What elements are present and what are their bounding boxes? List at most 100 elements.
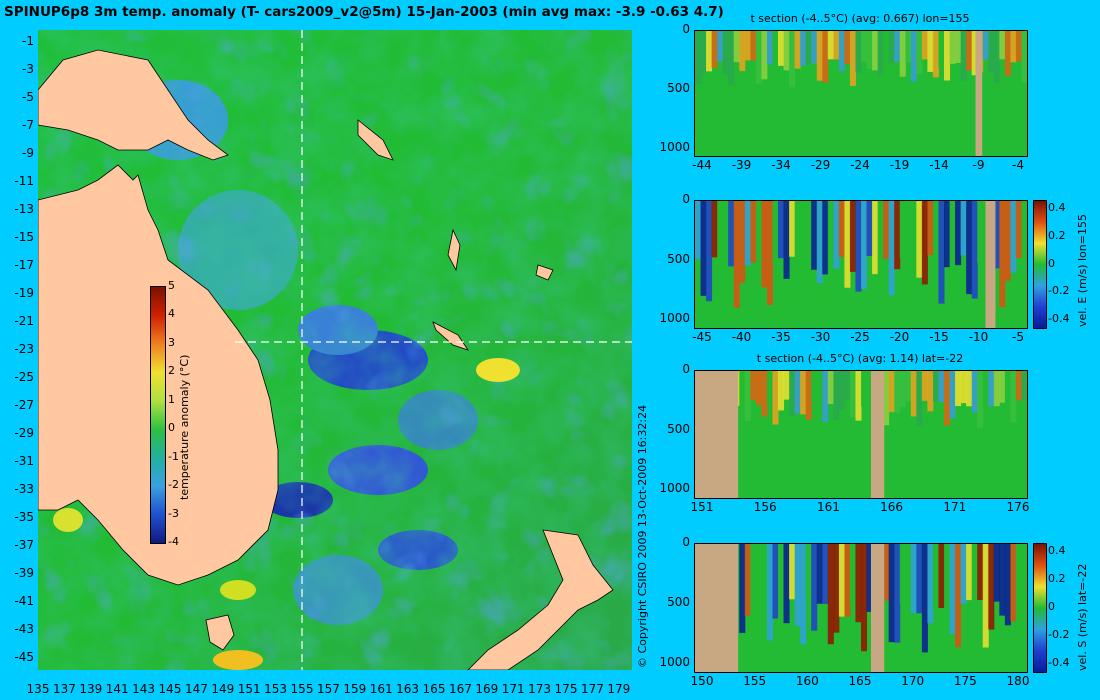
velocity-colorbar-tick: -0.2 [1048, 284, 1070, 298]
section-cell [789, 31, 796, 88]
map-y-tick: -9 [22, 146, 34, 160]
section-cell [993, 371, 1000, 407]
section-cell [1004, 544, 1011, 626]
velocity-colorbar [1033, 543, 1047, 673]
section-cell [888, 371, 895, 413]
section-cell [899, 31, 906, 77]
section-x-tick: -40 [731, 330, 752, 344]
section-cell [910, 544, 917, 614]
section-cell [894, 201, 901, 270]
new-guinea-land [38, 49, 229, 161]
section-cell [866, 544, 873, 612]
section-x-tick: 171 [943, 500, 967, 514]
section-cell [899, 201, 906, 259]
section-cell [833, 31, 840, 60]
section-cell [949, 371, 956, 419]
map-y-tick: -37 [14, 538, 34, 552]
map-x-tick: 143 [132, 682, 156, 696]
section-cell [861, 544, 868, 652]
section-cell [927, 544, 934, 624]
section-cell [844, 31, 851, 64]
section-y-tick: 500 [667, 80, 690, 95]
section-x-tick: 161 [816, 500, 840, 514]
section-land [985, 201, 996, 328]
section-cell [805, 371, 812, 420]
velocity-colorbar-tick: 0 [1048, 600, 1055, 613]
map-x-tick: 141 [105, 682, 129, 696]
section-heatmap [695, 201, 1027, 328]
map-x-tick: 175 [554, 682, 578, 696]
section-cell [955, 201, 962, 266]
section-x-tick: -29 [810, 158, 831, 172]
section-cell [733, 201, 740, 308]
section-cell [838, 31, 845, 72]
map-x-tick: 153 [264, 682, 288, 696]
section-cell [971, 31, 978, 76]
section-cell [977, 371, 984, 428]
section-x-tick: -39 [731, 158, 752, 172]
section-cell [761, 371, 768, 417]
map-y-tick: -27 [14, 398, 34, 412]
section-cell [811, 371, 818, 402]
section-cell [988, 371, 995, 407]
section-cell [955, 544, 962, 648]
map-y-tick: -15 [14, 230, 34, 244]
section-x-tick: -5 [1012, 330, 1024, 344]
section-cell [905, 544, 912, 609]
section-cell [1004, 371, 1011, 423]
section-cell [938, 201, 945, 304]
section-cell [778, 201, 785, 259]
map-colorbar-tick: 2 [168, 364, 175, 378]
section-heatmap [695, 31, 1027, 156]
section-cell [916, 31, 923, 74]
section-cell [988, 31, 995, 73]
map-x-tick: 169 [475, 682, 499, 696]
map-colorbar-tick: 5 [168, 279, 175, 292]
section-cell [1010, 31, 1017, 63]
section-cell [750, 31, 757, 61]
section-cell [966, 201, 973, 295]
section-cell [838, 201, 845, 258]
section-cell [822, 544, 829, 604]
section-cell [800, 31, 807, 66]
section-cell [927, 201, 934, 256]
section-cell [960, 31, 967, 81]
section-cell [755, 371, 762, 406]
section-cell [921, 31, 928, 60]
section-x-tick: -20 [889, 330, 910, 344]
section-cell [866, 201, 873, 257]
section-x-tick: -44 [692, 158, 712, 172]
section-land [870, 371, 885, 498]
section-cell [750, 371, 757, 401]
section-cell [827, 371, 834, 405]
section-cell [800, 201, 807, 289]
section-x-tick: 180 [1006, 674, 1030, 688]
section-land [695, 371, 739, 498]
section-cell [844, 201, 851, 288]
section-cell [805, 31, 812, 65]
section-y-tick: 1000 [659, 139, 690, 154]
section-cell [800, 544, 807, 645]
section-cell [783, 201, 790, 279]
section-cell [888, 544, 895, 643]
section-cell [960, 371, 967, 404]
section-cell [700, 201, 707, 296]
section-x-tick: -4 [1012, 158, 1024, 172]
section-cell [744, 544, 751, 616]
section-cell [899, 544, 906, 604]
section-cell [783, 544, 790, 624]
section-cell [739, 31, 746, 72]
section-cell [789, 544, 796, 600]
section-y-tick: 500 [667, 595, 690, 610]
velocity-colorbar-tick: 0.4 [1048, 544, 1066, 557]
map-x-tick: 177 [580, 682, 604, 696]
section-cell [894, 371, 901, 413]
warm-anomaly-patches [53, 358, 520, 670]
section-x-tick: -19 [889, 158, 910, 172]
section-x-tick: 155 [743, 674, 767, 688]
section-cell [960, 544, 967, 604]
section-cell [811, 544, 818, 631]
section-cell [711, 31, 718, 68]
map-colorbar-tick: -4 [168, 535, 179, 548]
section-cell [938, 31, 945, 68]
